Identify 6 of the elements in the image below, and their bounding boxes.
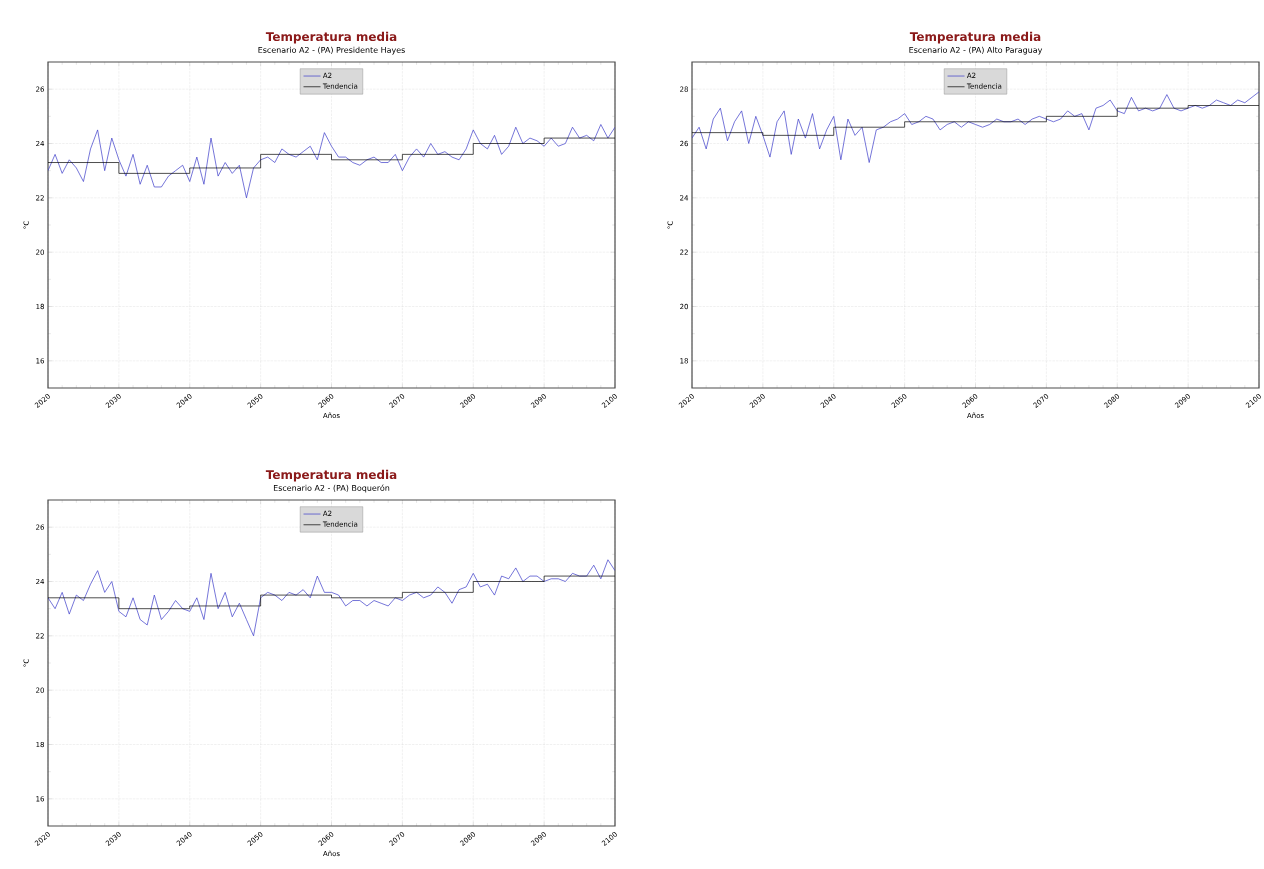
line-series	[48, 124, 615, 199]
chart-title: Temperatura media	[265, 469, 397, 482]
line-series	[48, 559, 615, 637]
chart-title: Temperatura media	[909, 31, 1041, 44]
line-series	[692, 91, 1260, 163]
chart-title: Temperatura media	[265, 31, 397, 44]
